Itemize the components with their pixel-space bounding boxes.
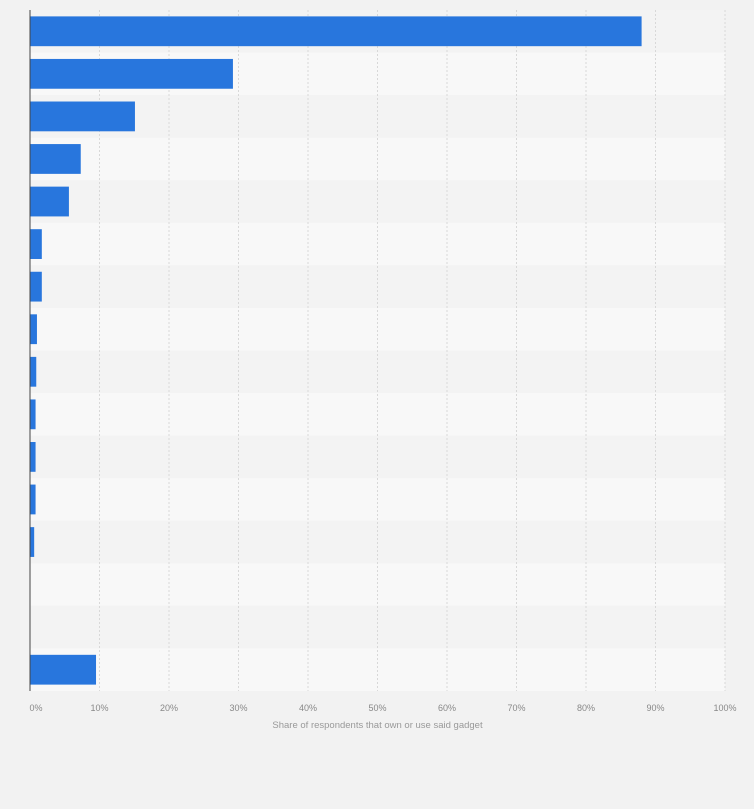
- bar: [30, 442, 36, 472]
- bar: [30, 144, 81, 174]
- x-tick-label: 0%: [29, 703, 42, 713]
- x-tick-label: 70%: [507, 703, 525, 713]
- bar: [30, 484, 36, 515]
- x-tick-label: 40%: [299, 703, 317, 713]
- bar: [30, 527, 35, 557]
- bar: [30, 101, 135, 132]
- bar: [30, 356, 37, 387]
- bar: [30, 186, 69, 217]
- x-tick-label: 100%: [713, 703, 736, 713]
- x-tick-label: 10%: [90, 703, 108, 713]
- x-tick-label: 90%: [646, 703, 664, 713]
- x-tick-label: 80%: [577, 703, 595, 713]
- bar: [30, 271, 42, 302]
- x-tick-label: 60%: [438, 703, 456, 713]
- bar: [30, 654, 97, 685]
- bar: [30, 399, 36, 430]
- bar: [30, 16, 642, 47]
- x-tick-label: 50%: [368, 703, 386, 713]
- x-axis-label: Share of respondents that own or use sai…: [272, 720, 483, 731]
- bar: [30, 229, 42, 259]
- x-tick-label: 20%: [160, 703, 178, 713]
- bar: [30, 58, 233, 89]
- x-tick-label: 30%: [229, 703, 247, 713]
- bar: [30, 314, 37, 345]
